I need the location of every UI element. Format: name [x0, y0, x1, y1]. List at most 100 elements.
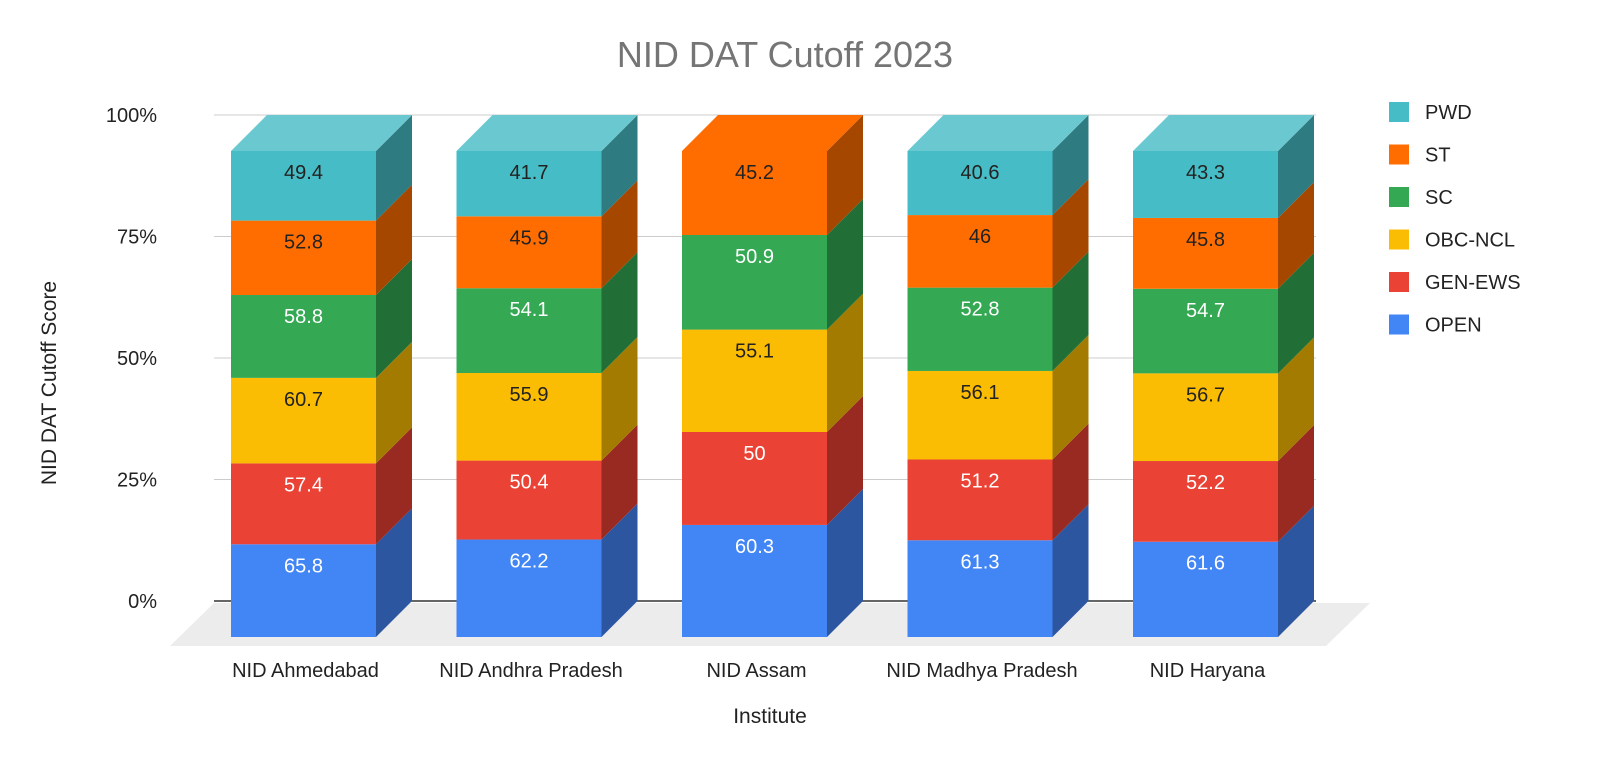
- data-label-obc-ncl: 56.7: [1186, 384, 1225, 406]
- y-axis-title: NID DAT Cutoff Score: [38, 281, 61, 485]
- data-label-open: 61.3: [961, 551, 1000, 573]
- bar-segment-sc: [907, 287, 1053, 371]
- legend-label: OBC-NCL: [1425, 230, 1515, 252]
- bar-segment-obc-ncl: [231, 377, 376, 464]
- bar-segment-st: [682, 151, 827, 236]
- bar-side-obc-ncl: [376, 341, 412, 464]
- bar-top: [682, 115, 863, 151]
- data-label-st: 45.2: [735, 162, 774, 184]
- x-tick-label: NID Madhya Pradesh: [886, 660, 1077, 682]
- y-tick-label: 25%: [117, 470, 157, 492]
- bar-segment-pwd: [907, 151, 1053, 216]
- data-label-gen-ews: 57.4: [284, 474, 323, 496]
- data-label-st: 45.8: [1186, 229, 1225, 251]
- legend-item-gen-ews: GEN-EWS: [1389, 272, 1521, 294]
- bar-segment-pwd: [456, 151, 602, 217]
- bar-side-open: [827, 488, 863, 637]
- data-label-st: 46: [969, 226, 991, 248]
- y-tick-label: 50%: [117, 348, 157, 370]
- legend-label: GEN-EWS: [1425, 272, 1521, 294]
- bar-segment-sc: [231, 295, 376, 378]
- y-tick-label: 0%: [128, 591, 157, 613]
- data-label-open: 62.2: [510, 551, 549, 573]
- bar-stack-nid-haryana: 61.6 52.2 56.7 54.7 45.8 43.3: [1133, 115, 1314, 637]
- legend: PWD ST SC OBC-NCL GEN-EWS OPEN: [1389, 102, 1521, 337]
- bar-side-open: [601, 503, 638, 637]
- bar-segment-gen-ews: [231, 463, 376, 545]
- data-label-pwd: 41.7: [510, 162, 549, 184]
- bar-side-gen-ews: [1052, 423, 1089, 541]
- data-label-pwd: 49.4: [284, 162, 323, 184]
- bar-side-sc: [827, 199, 863, 330]
- bar-segment-obc-ncl: [1133, 373, 1278, 462]
- y-tick-label: 75%: [117, 227, 157, 249]
- data-label-pwd: 43.3: [1186, 162, 1225, 184]
- bar-top: [1133, 115, 1314, 151]
- bar-side-sc: [1278, 252, 1314, 374]
- legend-swatch: [1389, 102, 1409, 122]
- bar-segment-obc-ncl: [907, 370, 1053, 460]
- bar-stack-nid-madhya-pradesh: 61.3 51.2 56.1 52.8 46 40.6: [907, 115, 1089, 637]
- y-tick-label: 100%: [106, 105, 157, 127]
- bar-side-pwd: [601, 115, 638, 217]
- x-tick-label: NID Haryana: [1150, 660, 1266, 682]
- bar-side-pwd: [1052, 115, 1089, 216]
- bar-side-obc-ncl: [1052, 334, 1089, 460]
- bar-stack-nid-ahmedabad: 65.8 57.4 60.7 58.8 52.8 49.4: [231, 115, 412, 637]
- bar-side-st: [1278, 181, 1314, 289]
- bar-segment-pwd: [231, 151, 376, 221]
- bar-stack-nid-assam: 60.3 50 55.1 50.9 45.2: [682, 115, 863, 637]
- bar-side-obc-ncl: [1278, 337, 1314, 462]
- data-label-open: 65.8: [284, 555, 323, 577]
- legend-swatch: [1389, 229, 1409, 250]
- data-label-st: 45.9: [510, 227, 549, 249]
- data-label-st: 52.8: [284, 232, 323, 254]
- x-tick-label: NID Andhra Pradesh: [439, 660, 622, 682]
- data-label-obc-ncl: 56.1: [961, 382, 1000, 404]
- bar-side-gen-ews: [376, 427, 412, 545]
- data-label-gen-ews: 50: [743, 443, 765, 465]
- bar-segment-st: [907, 215, 1053, 288]
- bar-side-sc: [601, 252, 638, 374]
- bar-side-gen-ews: [601, 424, 638, 540]
- bar-side-st: [1052, 179, 1089, 288]
- bar-segment-gen-ews: [456, 460, 602, 540]
- data-label-obc-ncl: 60.7: [284, 389, 323, 411]
- bar-side-obc-ncl: [601, 337, 638, 461]
- data-label-open: 60.3: [735, 536, 774, 558]
- bar-segment-sc: [682, 235, 827, 330]
- data-label-gen-ews: 50.4: [510, 472, 549, 494]
- data-label-sc: 52.8: [961, 299, 1000, 321]
- bar-side-sc: [376, 259, 412, 378]
- data-label-obc-ncl: 55.1: [735, 341, 774, 363]
- bar-segment-open: [682, 524, 827, 637]
- data-label-gen-ews: 51.2: [961, 470, 1000, 492]
- bar-segment-sc: [1133, 288, 1278, 374]
- data-label-obc-ncl: 55.9: [510, 384, 549, 406]
- bar-side-gen-ews: [827, 396, 863, 525]
- legend-label: OPEN: [1425, 315, 1482, 337]
- bar-segment-open: [907, 540, 1053, 637]
- x-tick-label: NID Assam: [706, 660, 806, 682]
- bar-segment-gen-ews: [907, 459, 1053, 541]
- legend-swatch: [1389, 144, 1409, 165]
- data-label-gen-ews: 52.2: [1186, 472, 1225, 494]
- legend-swatch: [1389, 314, 1409, 335]
- bars: 65.8 57.4 60.7 58.8 52.8 49.4 62.2 50.4 55.9 54.1…: [231, 115, 1314, 637]
- x-tick-label: NID Ahmedabad: [232, 660, 379, 682]
- bar-segment-obc-ncl: [682, 329, 827, 433]
- bar-side-open: [1278, 505, 1314, 637]
- data-label-sc: 58.8: [284, 306, 323, 328]
- bar-segment-open: [231, 544, 376, 637]
- bar-segment-pwd: [1133, 151, 1278, 218]
- legend-item-st: ST: [1389, 144, 1451, 167]
- legend-item-pwd: PWD: [1389, 102, 1472, 124]
- x-axis-title: Institute: [733, 705, 807, 728]
- legend-label: PWD: [1425, 102, 1472, 124]
- bar-top: [231, 115, 412, 151]
- data-label-sc: 54.7: [1186, 300, 1225, 322]
- bar-side-pwd: [1278, 115, 1314, 218]
- bar-segment-st: [1133, 217, 1278, 289]
- bar-side-sc: [1052, 251, 1089, 371]
